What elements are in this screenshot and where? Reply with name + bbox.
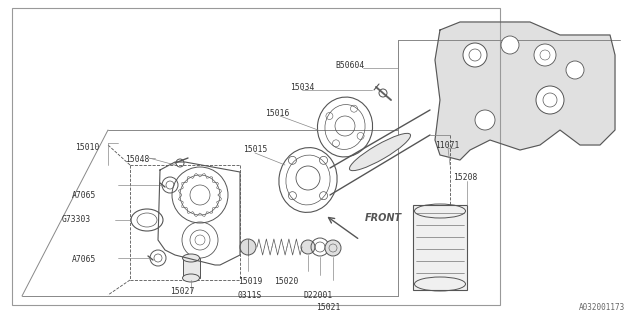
- Ellipse shape: [349, 133, 410, 171]
- Circle shape: [501, 36, 519, 54]
- Text: 15027: 15027: [170, 286, 194, 295]
- Circle shape: [463, 43, 487, 67]
- Text: D22001: D22001: [303, 292, 333, 300]
- Text: FRONT: FRONT: [365, 213, 402, 223]
- Circle shape: [240, 239, 256, 255]
- Text: 11071: 11071: [435, 140, 460, 149]
- Circle shape: [534, 44, 556, 66]
- Ellipse shape: [182, 254, 200, 262]
- Bar: [413, 205, 467, 290]
- Text: 15021: 15021: [316, 303, 340, 313]
- Circle shape: [301, 240, 315, 254]
- Circle shape: [475, 110, 495, 130]
- Text: 15015: 15015: [243, 146, 268, 155]
- Text: A7065: A7065: [72, 190, 97, 199]
- Polygon shape: [435, 22, 615, 160]
- Text: B50604: B50604: [335, 60, 364, 69]
- Text: A032001173: A032001173: [579, 303, 625, 312]
- Text: 15034: 15034: [290, 83, 314, 92]
- Circle shape: [566, 61, 584, 79]
- Text: 15019: 15019: [238, 277, 262, 286]
- Bar: [12, 8, 500, 305]
- Text: G73303: G73303: [62, 215, 92, 225]
- Text: A7065: A7065: [72, 255, 97, 265]
- Text: 15010: 15010: [75, 143, 99, 153]
- Circle shape: [325, 240, 341, 256]
- Text: 15016: 15016: [265, 108, 289, 117]
- Ellipse shape: [182, 274, 200, 282]
- Bar: [183, 258, 200, 278]
- Text: 15208: 15208: [453, 173, 477, 182]
- Circle shape: [536, 86, 564, 114]
- Text: 15020: 15020: [274, 277, 298, 286]
- Text: 15048: 15048: [125, 156, 149, 164]
- Text: 0311S: 0311S: [238, 292, 262, 300]
